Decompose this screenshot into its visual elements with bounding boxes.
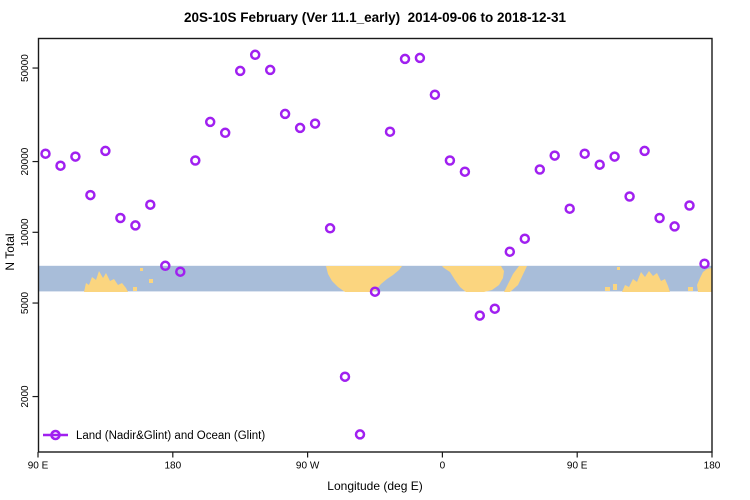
- data-point: [594, 159, 605, 170]
- data-point: [414, 52, 426, 64]
- data-point: [474, 310, 486, 321]
- data-point: [130, 220, 141, 231]
- y-axis-title: N Total: [3, 233, 17, 271]
- data-points: [40, 49, 710, 440]
- data-point: [459, 166, 471, 177]
- legend-label: Land (Nadir&Glint) and Ocean (Glint): [76, 430, 265, 442]
- land-shape: [326, 266, 402, 292]
- data-point: [160, 260, 171, 272]
- land-shape: [133, 287, 137, 291]
- data-point: [444, 155, 456, 166]
- data-point: [534, 164, 546, 175]
- x-axis-tick-label: 90 E: [567, 461, 588, 472]
- data-point: [579, 148, 590, 159]
- land-shape: [613, 284, 617, 290]
- x-axis-tick-label: 90 E: [28, 461, 49, 472]
- land-shape: [605, 287, 610, 291]
- data-point: [519, 233, 531, 244]
- plot-frame: [37, 37, 713, 453]
- data-point: [100, 145, 111, 157]
- land-shape: [84, 271, 128, 292]
- data-point: [639, 145, 650, 157]
- data-point: [309, 118, 321, 129]
- data-point: [55, 160, 66, 171]
- data-point: [85, 189, 96, 201]
- data-point: [699, 258, 710, 269]
- data-point: [219, 127, 231, 139]
- data-point: [609, 151, 620, 162]
- data-point: [264, 64, 276, 76]
- data-point: [40, 148, 51, 159]
- data-point: [564, 203, 575, 214]
- data-point: [489, 303, 501, 314]
- data-point: [145, 199, 156, 210]
- land-shape: [617, 267, 620, 270]
- data-point: [175, 266, 186, 277]
- data-point: [204, 116, 216, 128]
- data-point: [279, 108, 291, 120]
- data-point: [429, 89, 441, 100]
- data-point: [190, 155, 201, 166]
- data-point: [624, 191, 635, 202]
- legend-marker-circle-icon: [50, 429, 61, 441]
- data-point: [234, 65, 246, 77]
- data-point: [369, 286, 381, 297]
- y-axis-tick-label: 50000: [20, 54, 31, 82]
- land-shape: [140, 268, 143, 271]
- land-shape: [504, 266, 527, 292]
- y-axis-tick-label: 5000: [20, 291, 31, 314]
- data-point: [654, 212, 665, 224]
- data-point: [669, 221, 680, 232]
- y-axis-tick-label: 10000: [20, 218, 31, 246]
- data-point: [384, 126, 396, 137]
- data-point: [684, 200, 695, 211]
- x-axis-tick-label: 90 W: [296, 461, 320, 472]
- land-shape: [622, 271, 670, 292]
- data-point: [70, 151, 81, 162]
- data-point: [339, 371, 351, 382]
- chart-title: 20S-10S February (Ver 11.1_early) 2014-0…: [184, 10, 566, 25]
- data-point: [399, 53, 411, 65]
- land-shape: [697, 268, 712, 292]
- data-point: [324, 223, 336, 234]
- data-point: [504, 246, 516, 257]
- land-shape: [442, 266, 504, 292]
- x-axis-title: Longitude (deg E): [327, 479, 423, 493]
- x-axis-tick-label: 180: [164, 461, 181, 472]
- land-shape: [149, 279, 153, 283]
- x-axis-tick-label: 0: [440, 461, 446, 472]
- y-axis-tick-label: 20000: [20, 147, 31, 175]
- data-point: [549, 150, 560, 161]
- data-point: [354, 429, 366, 440]
- data-point: [294, 122, 306, 134]
- data-point: [249, 49, 261, 61]
- land-shape: [688, 287, 693, 291]
- data-point: [115, 212, 126, 224]
- legend: Land (Nadir&Glint) and Ocean (Glint): [43, 429, 265, 442]
- axes: 90 E 180 90 W 0 90 E 180 2000 5000 10000 20000 500…: [20, 54, 721, 472]
- y-axis-tick-label: 2000: [20, 385, 31, 408]
- x-axis-tick-label: 180: [704, 461, 721, 472]
